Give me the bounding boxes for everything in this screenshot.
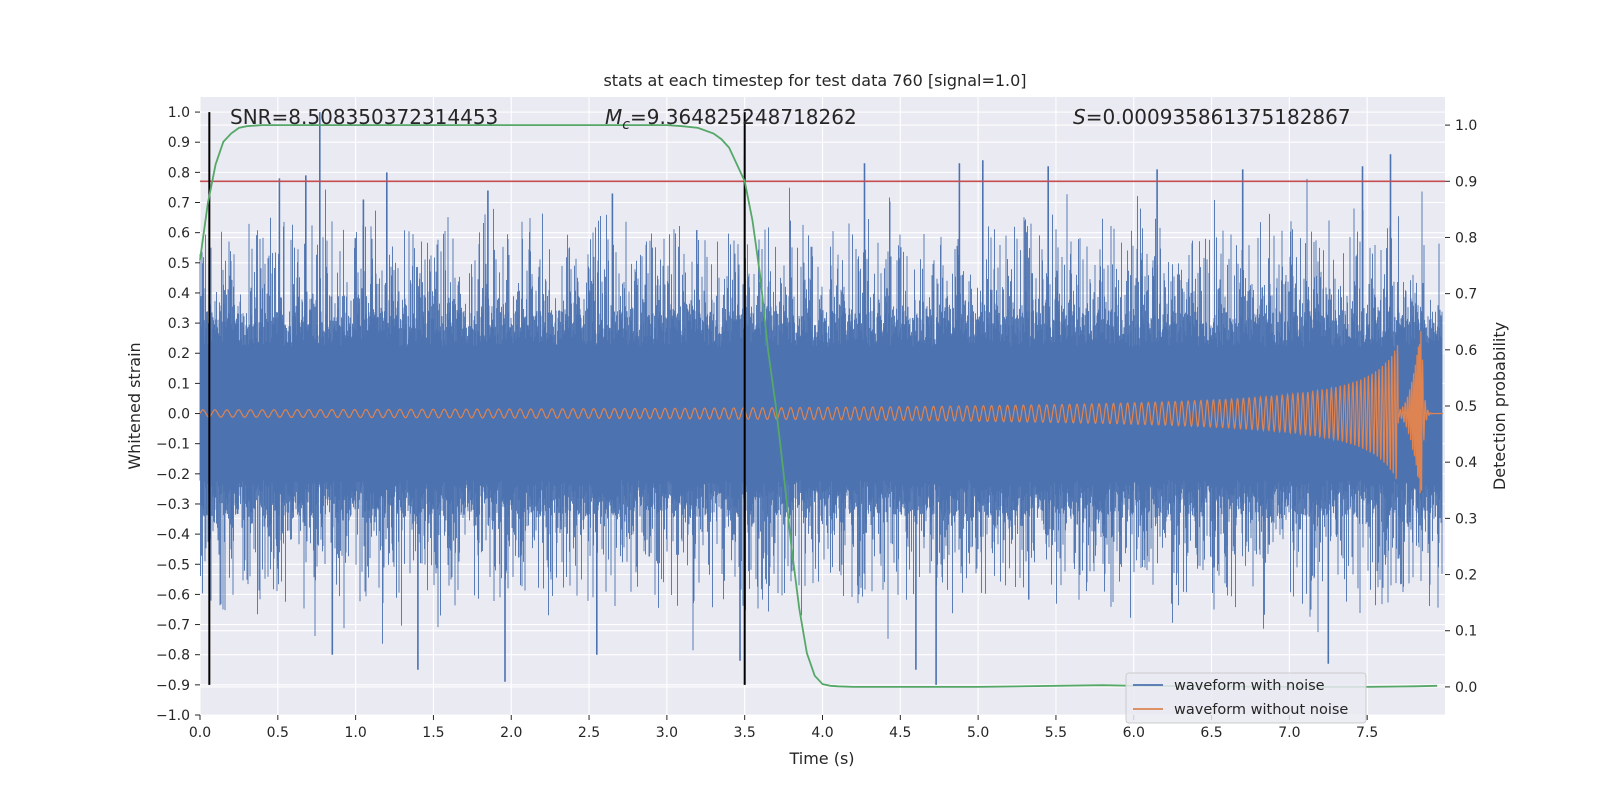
x-tick-label-9: 4.5 <box>889 725 911 741</box>
y-tick-label-5: −0.5 <box>156 557 190 573</box>
x-tick-label-12: 6.0 <box>1123 725 1145 741</box>
right-y-tick-label-2: 0.2 <box>1455 568 1477 584</box>
s-symbol: S <box>1073 105 1086 129</box>
x-axis-label: Time (s) <box>788 749 854 768</box>
chirp-mass-symbol: M <box>605 105 622 129</box>
chirp-mass-annotation: Mc=9.364825248718262 <box>605 105 857 133</box>
x-tick-label-14: 7.0 <box>1278 725 1300 741</box>
x-tick-label-1: 0.5 <box>267 725 289 741</box>
right-y-tick-label-8: 0.8 <box>1455 230 1477 246</box>
right-y-tick-label-5: 0.5 <box>1455 399 1477 415</box>
right-y-tick-label-4: 0.4 <box>1455 455 1477 471</box>
y-tick-label-6: −0.4 <box>156 527 190 543</box>
s-value: =0.000935861375182867 <box>1086 105 1351 129</box>
noise-peaks <box>278 112 1392 685</box>
right-y-tick-label-9: 0.9 <box>1455 174 1477 190</box>
chirp-mass-value: =9.364825248718262 <box>630 105 857 129</box>
y-tick-label-19: 0.9 <box>168 135 190 151</box>
plot-area <box>199 97 1445 716</box>
y-tick-label-12: 0.2 <box>168 346 190 362</box>
x-tick-label-5: 2.5 <box>578 725 600 741</box>
x-tick-label-8: 4.0 <box>811 725 833 741</box>
y-tick-label-17: 0.7 <box>168 196 190 212</box>
y-tick-label-13: 0.3 <box>168 316 190 332</box>
y-tick-label-15: 0.5 <box>168 256 190 272</box>
x-tick-label-6: 3.0 <box>656 725 678 741</box>
right-y-tick-label-10: 1.0 <box>1455 118 1477 134</box>
right-y-tick-labels: 0.0 0.1 0.2 0.3 0.4 0.5 0.6 0.7 0.8 0.9 1.0 <box>1445 118 1477 696</box>
y-tick-label-1: −0.9 <box>156 678 190 694</box>
y-tick-label-0: −1.0 <box>156 708 190 724</box>
y-tick-label-18: 0.8 <box>168 165 190 181</box>
chirp-mass-subscript: c <box>622 117 630 133</box>
chart-title: stats at each timestep for test data 760… <box>603 71 1026 90</box>
legend: waveform with noise waveform without noi… <box>1125 672 1367 724</box>
x-tick-label-2: 1.0 <box>344 725 366 741</box>
vertical-markers <box>208 112 746 685</box>
x-tick-label-4: 2.0 <box>500 725 522 741</box>
y-tick-label-8: −0.2 <box>156 467 190 483</box>
legend-label-without-noise: waveform without noise <box>1174 702 1348 718</box>
series-detection-probability <box>199 124 1438 688</box>
x-tick-labels: 0.0 0.5 1.0 1.5 2.0 2.5 3.0 3.5 4.0 4.5 5.0 5.5 6.0 6… <box>189 715 1378 741</box>
y-tick-labels: −1.0 −0.9 −0.8 −0.7 −0.6 −0.5 −0.4 −0.3 −0.2 −0.1… <box>156 105 200 724</box>
y-tick-label-11: 0.1 <box>168 376 190 392</box>
right-y-tick-label-1: 0.1 <box>1455 624 1477 640</box>
y-axis-label: Whitened strain <box>125 342 144 469</box>
right-y-tick-label-0: 0.0 <box>1455 680 1477 696</box>
x-tick-label-11: 5.5 <box>1045 725 1067 741</box>
y-tick-label-9: −0.1 <box>156 437 190 453</box>
y-tick-label-4: −0.6 <box>156 587 190 603</box>
y-tick-label-14: 0.4 <box>168 286 190 302</box>
x-tick-label-10: 5.0 <box>967 725 989 741</box>
y-tick-label-20: 1.0 <box>168 105 190 121</box>
s-annotation: S=0.000935861375182867 <box>1073 105 1351 129</box>
x-tick-label-0: 0.0 <box>189 725 211 741</box>
snr-annotation: SNR=8.508350372314453 <box>230 105 498 129</box>
x-tick-label-13: 6.5 <box>1200 725 1222 741</box>
y-tick-label-7: −0.3 <box>156 497 190 513</box>
y-tick-label-3: −0.7 <box>156 618 190 634</box>
legend-box <box>1125 672 1367 724</box>
x-tick-label-3: 1.5 <box>422 725 444 741</box>
right-y-tick-label-7: 0.7 <box>1455 287 1477 303</box>
x-tick-label-7: 3.5 <box>734 725 756 741</box>
y-tick-label-16: 0.6 <box>168 226 190 242</box>
y-tick-label-2: −0.8 <box>156 648 190 664</box>
right-y-tick-label-3: 0.3 <box>1455 511 1477 527</box>
right-y-tick-label-6: 0.6 <box>1455 343 1477 359</box>
legend-label-with-noise: waveform with noise <box>1174 678 1325 694</box>
right-y-axis-label: Detection probability <box>1490 322 1509 490</box>
y-tick-label-10: 0.0 <box>168 407 190 423</box>
x-tick-label-15: 7.5 <box>1356 725 1378 741</box>
series-waveform-without-noise <box>199 331 1444 494</box>
